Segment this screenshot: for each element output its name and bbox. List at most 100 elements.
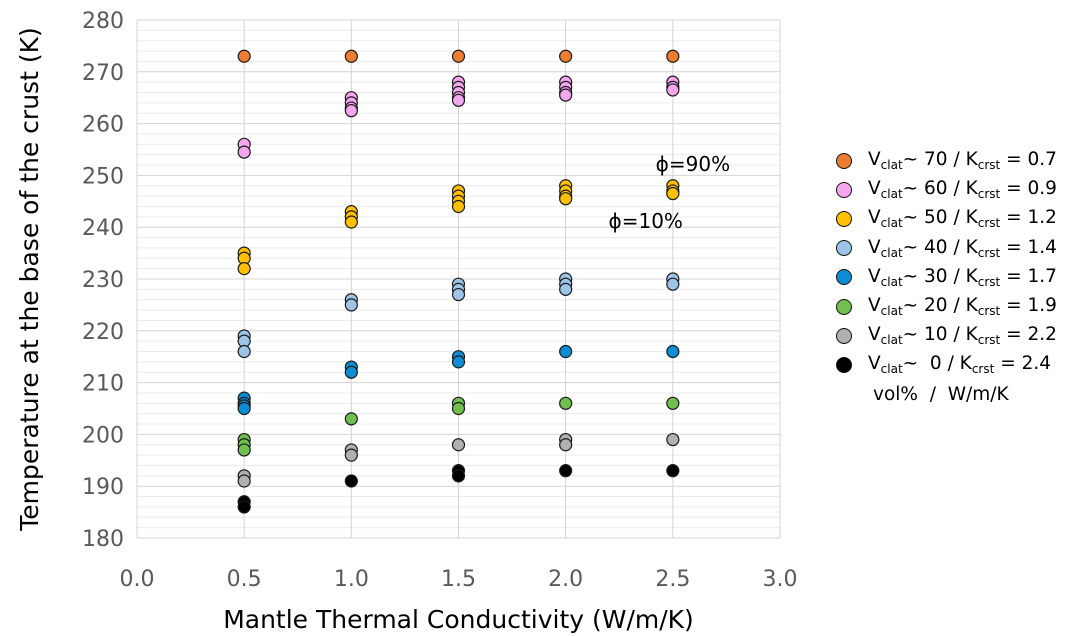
annotation-label: ϕ=10% (609, 209, 683, 233)
x-tick-label: 0.5 (227, 567, 262, 592)
legend-entry: Vclat~ 60 / Kcrst = 0.9 (836, 175, 1082, 204)
x-tick-label: 3.0 (763, 567, 798, 592)
legend-label: Vclat~ 20 / Kcrst = 1.9 (868, 295, 1057, 319)
x-tick-label: 1.0 (334, 567, 369, 592)
data-point (237, 474, 251, 488)
data-point (666, 432, 680, 447)
legend-label: Vclat~ 30 / Kcrst = 1.7 (868, 265, 1057, 289)
y-axis-ticks: 180 190 200 210 220 230 240 250 260 270 280 (82, 9, 124, 552)
legend-label: Vclat~ 50 / Kcrst = 1.2 (868, 207, 1057, 231)
data-point (559, 88, 573, 102)
data-point (559, 49, 573, 63)
data-point (666, 83, 680, 97)
legend-entry: Vclat~ 50 / Kcrst = 1.2 (836, 204, 1082, 233)
data-point (344, 412, 358, 426)
legend-swatch (836, 152, 852, 169)
legend-entry: Vclat~ 20 / Kcrst = 1.9 (836, 292, 1082, 321)
legend-label: Vclat~ 0 / Kcrst = 2.4 (868, 353, 1052, 377)
series-5 (237, 396, 680, 457)
legend-swatch (836, 181, 852, 198)
series-3 (237, 272, 680, 359)
legend-entry: Vclat~ 40 / Kcrst = 1.4 (836, 234, 1082, 263)
series-6 (237, 432, 680, 488)
data-point (451, 93, 466, 107)
data-point (344, 474, 358, 488)
data-point (237, 401, 251, 416)
legend-items: Vclat~ 70 / Kcrst = 0.7 Vclat~ 60 / Kcrst… (836, 146, 1082, 380)
data-point (451, 355, 466, 369)
data-point (666, 49, 680, 63)
legend-swatch (836, 327, 852, 344)
data-point (451, 469, 466, 483)
legend-entry: Vclat~ 70 / Kcrst = 0.7 (836, 146, 1082, 175)
y-tick-label: 220 (82, 320, 124, 345)
legend-swatch (836, 240, 852, 257)
series-2 (237, 179, 680, 276)
data-point (237, 262, 251, 276)
x-axis-ticks: 0.0 0.5 1.0 1.5 2.0 2.5 3.0 (120, 567, 798, 592)
legend-entry: Vclat~ 0 / Kcrst = 2.4 (836, 350, 1082, 379)
y-tick-label: 270 (82, 61, 124, 86)
x-tick-label: 2.5 (655, 567, 690, 592)
series-0 (237, 49, 680, 63)
data-point (451, 287, 466, 302)
data-point (344, 104, 358, 118)
legend-swatch (836, 269, 852, 286)
data-point (237, 344, 251, 359)
y-tick-label: 230 (82, 268, 124, 293)
y-tick-label: 210 (82, 372, 124, 397)
data-point (344, 298, 358, 312)
data-point (344, 215, 358, 229)
data-point (451, 49, 466, 63)
data-point (237, 443, 251, 457)
data-point (344, 49, 358, 63)
data-point (559, 396, 573, 410)
legend-label: Vclat~ 60 / Kcrst = 0.9 (868, 178, 1057, 202)
legend-swatch (836, 210, 852, 227)
data-point (237, 145, 251, 159)
data-point (451, 401, 466, 416)
data-point (559, 344, 573, 359)
y-tick-label: 280 (82, 9, 124, 34)
data-point (666, 277, 680, 291)
legend-swatch (836, 298, 852, 315)
x-tick-label: 0.0 (120, 567, 155, 592)
data-point (559, 438, 573, 452)
legend-label: Vclat~ 10 / Kcrst = 2.2 (868, 324, 1057, 348)
series-1 (237, 75, 680, 159)
y-tick-label: 180 (82, 527, 124, 552)
data-point (666, 186, 680, 201)
legend-entry: Vclat~ 10 / Kcrst = 2.2 (836, 321, 1082, 350)
y-tick-label: 190 (82, 475, 124, 500)
data-point (451, 438, 466, 452)
legend: Vclat~ 70 / Kcrst = 0.7 Vclat~ 60 / Kcrst… (836, 146, 1082, 409)
data-point (666, 396, 680, 410)
y-tick-label: 200 (82, 423, 124, 448)
annotation-label: ϕ=90% (656, 152, 730, 176)
legend-units: vol% / W/m/K (873, 383, 1009, 405)
data-point (344, 365, 358, 379)
y-tick-label: 250 (82, 164, 124, 189)
data-point (237, 49, 251, 63)
y-tick-label: 260 (82, 113, 124, 138)
y-axis-title: Temperature at the base of the crust (K) (15, 27, 44, 531)
data-point (344, 448, 358, 462)
legend-label: Vclat~ 70 / Kcrst = 0.7 (868, 149, 1057, 173)
x-tick-label: 2.0 (548, 567, 583, 592)
data-point (451, 199, 466, 214)
y-tick-label: 240 (82, 216, 124, 241)
data-point (559, 464, 573, 478)
data-point (666, 464, 680, 478)
series-4 (237, 344, 680, 416)
data-point (559, 192, 573, 206)
data-points (237, 49, 680, 514)
legend-entry: Vclat~ 30 / Kcrst = 1.7 (836, 263, 1082, 292)
x-tick-label: 1.5 (441, 567, 476, 592)
data-point (237, 500, 251, 514)
annotations: ϕ=90% ϕ=10% (609, 152, 731, 233)
data-point (559, 282, 573, 296)
legend-swatch (836, 356, 852, 373)
series-7 (237, 464, 680, 514)
legend-label: Vclat~ 40 / Kcrst = 1.4 (868, 236, 1057, 260)
